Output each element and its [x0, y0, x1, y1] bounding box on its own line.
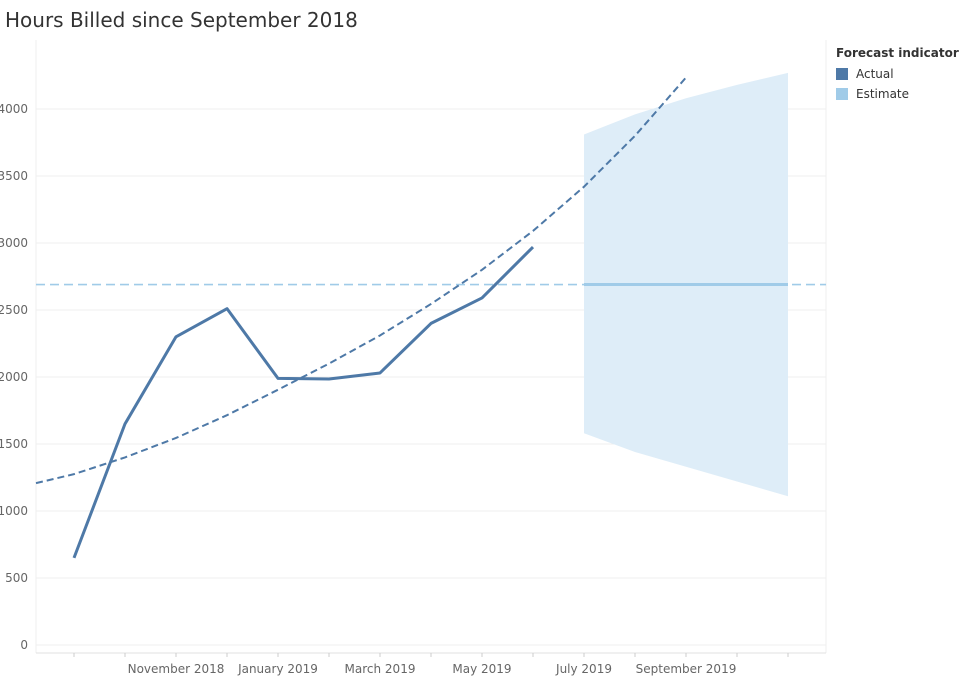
axis-layer: 0 500 1000 1500 2000 2500 3000 3500 4000 November… — [0, 102, 789, 676]
legend-label-actual: Actual — [856, 67, 894, 81]
y-tick-label: 500 — [5, 571, 28, 585]
legend-item-estimate[interactable]: Estimate — [836, 84, 959, 104]
x-tick-label: January 2019 — [237, 662, 318, 676]
chart-title: Hours Billed since September 2018 — [5, 8, 358, 32]
y-tick-label: 4000 — [0, 102, 28, 116]
legend-label-estimate: Estimate — [856, 87, 910, 101]
series-layer — [72, 245, 788, 559]
legend-item-actual[interactable]: Actual — [836, 64, 959, 84]
x-tick-label: September 2019 — [636, 662, 737, 676]
legend-swatch-actual — [836, 68, 848, 80]
trend-line — [35, 76, 687, 485]
x-tick-label: November 2018 — [128, 662, 225, 676]
x-tick-label: March 2019 — [345, 662, 416, 676]
y-tick-label: 2500 — [0, 303, 28, 317]
legend-swatch-estimate — [836, 88, 848, 100]
x-tick-label: May 2019 — [452, 662, 511, 676]
legend: Forecast indicator Actual Estimate — [836, 46, 959, 104]
actual-line — [72, 245, 535, 559]
y-tick-label: 1000 — [0, 504, 28, 518]
x-tick-label: July 2019 — [555, 662, 612, 676]
y-tick-label: 2000 — [0, 370, 28, 384]
y-tick-label: 0 — [20, 638, 28, 652]
y-tick-label: 3000 — [0, 236, 28, 250]
y-tick-label: 3500 — [0, 169, 28, 183]
y-tick-label: 1500 — [0, 437, 28, 451]
legend-title: Forecast indicator — [836, 46, 959, 60]
grid-layer — [35, 40, 827, 654]
